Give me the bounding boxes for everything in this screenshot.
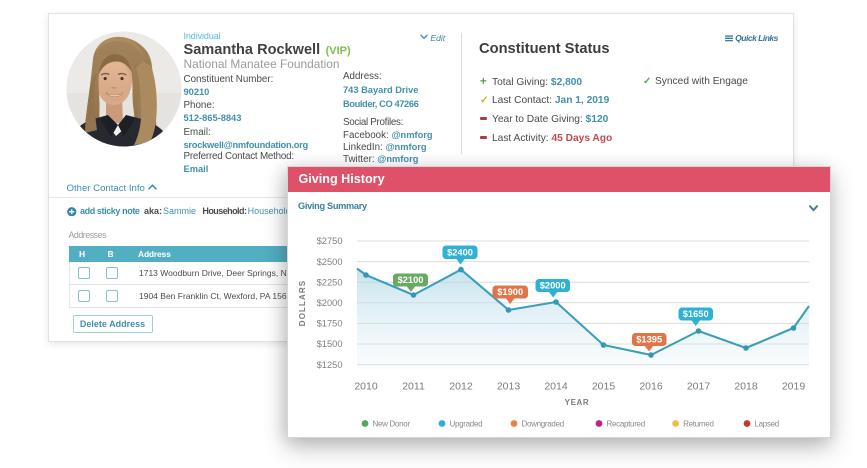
svg-text:$2500: $2500	[317, 257, 343, 267]
svg-text:2012: 2012	[449, 381, 473, 393]
svg-text:2010: 2010	[354, 381, 378, 393]
svg-text:New Donor: New Donor	[373, 419, 411, 428]
svg-text:Downgraded: Downgraded	[522, 419, 564, 428]
svg-text:2011: 2011	[402, 381, 425, 393]
svg-text:2018: 2018	[734, 381, 758, 393]
svg-text:2015: 2015	[592, 381, 616, 393]
svg-text:2013: 2013	[497, 381, 521, 393]
svg-text:$2100: $2100	[398, 275, 424, 285]
svg-text:$2000: $2000	[540, 281, 566, 291]
svg-text:$2250: $2250	[317, 277, 343, 287]
svg-text:Lapsed: Lapsed	[755, 419, 779, 428]
svg-text:Recaptured: Recaptured	[607, 419, 645, 428]
svg-text:$2000: $2000	[317, 298, 343, 308]
svg-text:$1395: $1395	[636, 335, 662, 345]
svg-text:2016: 2016	[639, 381, 663, 393]
svg-text:$1650: $1650	[683, 309, 709, 319]
svg-text:2019: 2019	[782, 381, 806, 393]
svg-text:$1750: $1750	[317, 319, 343, 329]
svg-text:Returned: Returned	[683, 419, 714, 428]
svg-text:Upgraded: Upgraded	[450, 419, 483, 428]
svg-text:$1900: $1900	[497, 287, 523, 297]
svg-text:$1500: $1500	[317, 339, 343, 349]
svg-text:$2400: $2400	[447, 248, 473, 258]
svg-text:2014: 2014	[544, 381, 568, 393]
svg-text:$2750: $2750	[317, 236, 343, 246]
svg-text:DOLLARS: DOLLARS	[298, 280, 307, 326]
svg-text:$1250: $1250	[317, 360, 343, 370]
svg-text:2017: 2017	[687, 381, 711, 393]
svg-text:YEAR: YEAR	[565, 398, 590, 407]
